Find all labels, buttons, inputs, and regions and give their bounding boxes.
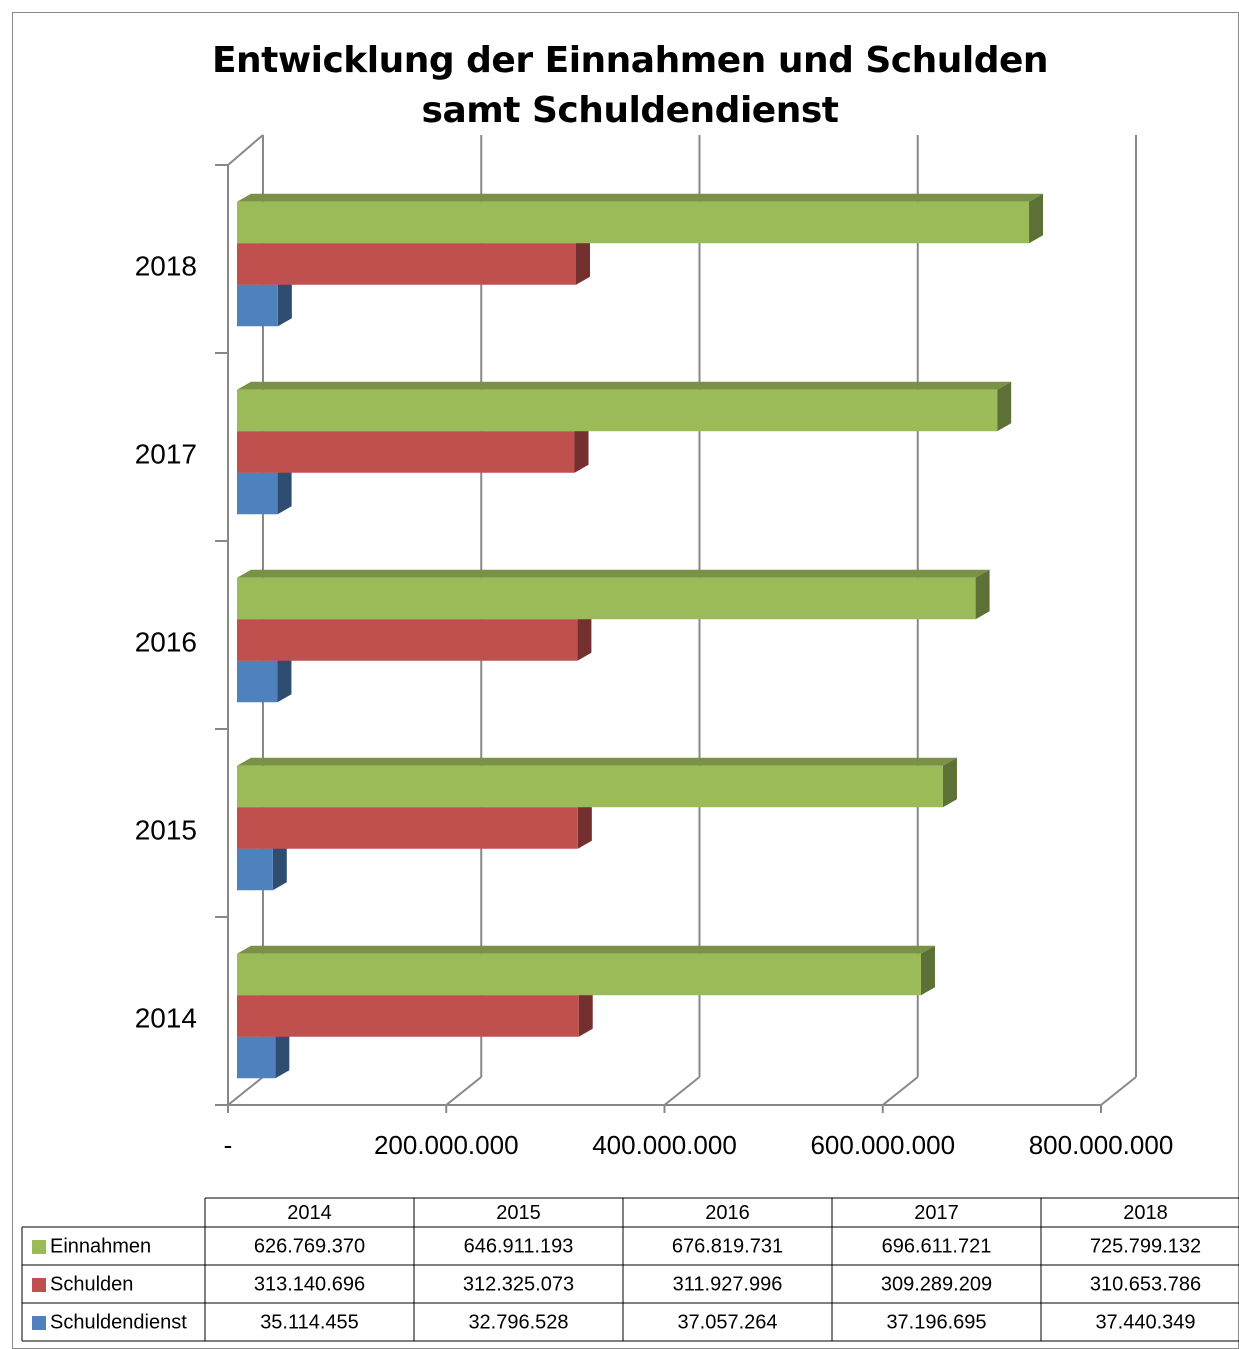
table-header: 2018 (1123, 1202, 1168, 1224)
bar-top (237, 381, 1012, 390)
floor-line (445, 1076, 482, 1106)
y-tick-label: 2016 (135, 627, 197, 658)
y-tick-label: 2014 (135, 1003, 197, 1034)
bar-side (997, 381, 1012, 432)
table-cell: 676.819.731 (672, 1235, 783, 1257)
bar-side (277, 652, 292, 703)
floor-line (227, 1076, 264, 1106)
x-tick-label: 400.000.000 (592, 1130, 737, 1160)
legend-swatch (32, 1278, 46, 1292)
y-tick-label: 2017 (135, 439, 197, 470)
table-header: 2017 (914, 1202, 959, 1224)
table-cell: 311.927.996 (673, 1273, 783, 1295)
floor-line (1100, 1076, 1137, 1106)
bar-side (942, 757, 957, 808)
x-tick-label: 800.000.000 (1029, 1130, 1174, 1160)
bar-side (277, 276, 292, 327)
bar (237, 995, 579, 1037)
bar (237, 660, 278, 703)
legend-label: Schuldendienst (50, 1311, 187, 1333)
y-tick-label: 2018 (135, 251, 197, 282)
table-cell: 309.289.209 (881, 1273, 992, 1295)
table-cell: 37.196.695 (886, 1311, 986, 1333)
bar-top (237, 193, 1044, 202)
bar (237, 243, 577, 285)
legend-swatch (32, 1240, 46, 1254)
table-header: 2015 (496, 1202, 541, 1224)
bar-top (237, 569, 990, 578)
x-tick-label: 200.000.000 (374, 1130, 519, 1160)
bar-side (577, 799, 592, 849)
legend-swatch (32, 1316, 46, 1330)
table-header: 2016 (705, 1202, 750, 1224)
bar-side (577, 611, 592, 661)
x-tick-label: 600.000.000 (810, 1130, 955, 1160)
table-header: 2014 (287, 1202, 332, 1224)
table-cell: 32.796.528 (468, 1311, 568, 1333)
table-cell: 626.769.370 (254, 1235, 365, 1257)
x-tick-label: - (224, 1130, 233, 1160)
bar (237, 431, 575, 473)
bar (237, 619, 578, 661)
floor-line (882, 1076, 919, 1106)
bar (237, 953, 921, 996)
bar-side (975, 569, 990, 620)
bar (237, 389, 998, 432)
bar (237, 201, 1030, 244)
bar (237, 807, 578, 849)
bar (237, 848, 273, 891)
bar-side (920, 945, 935, 996)
table-cell: 646.911.193 (464, 1235, 574, 1257)
table-cell: 310.653.786 (1090, 1273, 1201, 1295)
bar-top (237, 945, 935, 954)
bar-side (574, 423, 589, 473)
table-cell: 37.057.264 (677, 1311, 777, 1333)
bar-side (576, 235, 591, 285)
table-cell: 35.114.455 (260, 1311, 359, 1333)
bar (237, 1036, 276, 1079)
bar-side (578, 987, 593, 1037)
bar-side (275, 1028, 290, 1079)
y-tick-label: 2015 (135, 815, 197, 846)
table-cell: 37.440.349 (1095, 1311, 1195, 1333)
table-cell: 696.611.721 (882, 1235, 992, 1257)
bar (237, 577, 976, 620)
legend-label: Einnahmen (50, 1235, 151, 1257)
table-cell: 312.325.073 (463, 1273, 574, 1295)
table-cell: 725.799.132 (1090, 1235, 1201, 1257)
chart-title: Entwicklung der Einnahmen und Schulden s… (211, 40, 1049, 131)
table-cell: 313.140.696 (254, 1273, 365, 1295)
bar-side (1029, 193, 1044, 244)
floor-line (663, 1076, 701, 1106)
bar-side (272, 840, 287, 891)
bar-side (277, 464, 292, 515)
y-axis-depth (227, 134, 264, 166)
bar-top (237, 757, 957, 766)
bar (237, 284, 278, 327)
bar (237, 472, 278, 515)
legend-label: Schulden (50, 1273, 133, 1295)
bar (237, 765, 943, 808)
